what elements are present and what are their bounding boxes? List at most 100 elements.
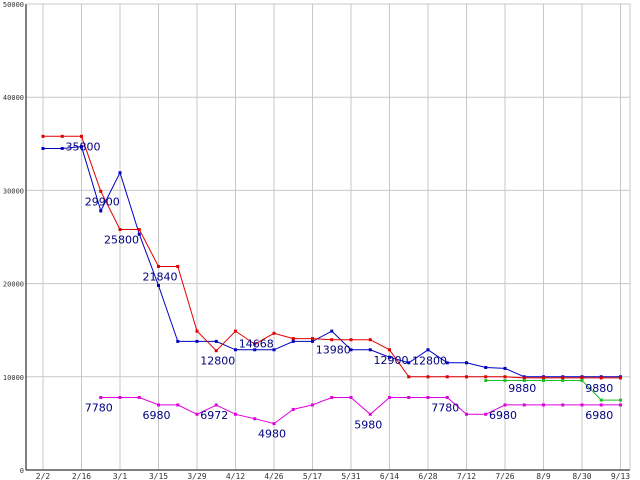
data-point: [60, 146, 64, 150]
series-2: [41, 134, 622, 380]
data-point: [99, 209, 103, 213]
data-point: [465, 361, 468, 365]
x-tick-label: 3/1: [113, 472, 128, 480]
data-label: 35800: [66, 140, 101, 153]
data-point: [253, 342, 257, 346]
data-point: [561, 403, 565, 407]
data-point: [234, 329, 237, 333]
data-point: [503, 375, 507, 379]
data-label: 25800: [104, 234, 139, 247]
data-label: 29900: [85, 195, 120, 208]
data-point: [388, 395, 391, 399]
data-label: 12800: [200, 355, 235, 368]
data-label: 12800: [412, 355, 447, 368]
x-tick-label: 2/16: [72, 472, 91, 480]
data-label: 7780: [85, 401, 113, 414]
data-point: [272, 331, 276, 335]
data-point: [311, 403, 314, 407]
data-label: 12900: [374, 354, 409, 367]
data-point: [195, 339, 199, 343]
data-point: [253, 348, 257, 352]
data-point: [580, 379, 584, 383]
data-point: [99, 395, 103, 399]
x-tick-label: 7/12: [457, 472, 476, 480]
data-label: 13980: [316, 344, 351, 357]
data-point: [580, 403, 584, 407]
x-tick-label: 3/15: [149, 472, 168, 480]
data-point: [522, 376, 526, 380]
data-labels: 35800 29900 25800 21840 12800 14668 13980 12900…: [66, 140, 614, 440]
data-point: [311, 339, 314, 343]
data-point: [368, 338, 372, 342]
data-label: 6980: [143, 409, 171, 422]
data-point: [234, 412, 237, 416]
x-tick-label: 4/26: [264, 472, 283, 480]
x-tick-label: 6/14: [380, 472, 399, 480]
data-point: [484, 375, 488, 379]
data-point: [272, 348, 276, 352]
data-point: [195, 329, 199, 333]
y-tick-label: 0: [20, 467, 24, 475]
data-point: [465, 412, 468, 416]
y-tick-label: 30000: [3, 187, 24, 195]
data-label: 6980: [585, 409, 613, 422]
data-point: [388, 355, 391, 359]
data-point: [330, 395, 334, 399]
data-point: [214, 339, 218, 343]
x-tick-label: 5/17: [303, 472, 322, 480]
series-4: [99, 395, 622, 426]
data-point: [253, 417, 257, 421]
data-point: [157, 283, 160, 287]
data-label: 9880: [585, 382, 613, 395]
y-tick-label: 50000: [3, 1, 24, 9]
data-label: 7780: [431, 401, 459, 414]
data-point: [542, 376, 545, 380]
y-tick-label: 10000: [3, 374, 24, 382]
series-line: [485, 380, 621, 401]
series-line: [100, 397, 621, 425]
data-point: [41, 146, 45, 150]
data-point: [465, 375, 468, 379]
x-tick-label: 2/2: [36, 472, 51, 480]
data-point: [522, 403, 526, 407]
data-point: [214, 349, 218, 353]
data-point: [580, 376, 584, 380]
data-point: [80, 134, 83, 138]
data-label: 14668: [239, 337, 274, 350]
series-3: [484, 379, 622, 402]
data-point: [99, 189, 103, 193]
data-point: [484, 412, 488, 416]
data-point: [484, 379, 488, 383]
data-point: [176, 264, 180, 268]
data-label: 9880: [508, 382, 536, 395]
data-point: [426, 348, 430, 352]
data-point: [60, 134, 64, 138]
y-tick-label: 20000: [3, 281, 24, 289]
data-label: 6972: [200, 409, 228, 422]
data-label: 6980: [489, 409, 517, 422]
data-point: [426, 375, 430, 379]
data-point: [503, 403, 507, 407]
x-tick-label: 7/26: [495, 472, 514, 480]
data-point: [368, 412, 372, 416]
data-point: [137, 228, 141, 232]
data-point: [291, 339, 295, 343]
data-point: [561, 379, 565, 383]
data-point: [561, 376, 565, 380]
data-point: [157, 264, 160, 268]
data-point: [349, 338, 353, 342]
data-point: [484, 365, 488, 369]
x-tick-label: 6/28: [418, 472, 437, 480]
data-point: [445, 395, 449, 399]
data-point: [176, 403, 180, 407]
data-point: [311, 337, 314, 341]
x-tick-label: 8/9: [536, 472, 551, 480]
x-axis-ticks: 2/2 2/16 3/1 3/15 3/29 4/12 4/26 5/17 5/31 6/14 6/…: [36, 472, 631, 480]
data-point: [542, 403, 545, 407]
data-point: [407, 361, 411, 365]
data-point: [599, 376, 603, 380]
data-point: [41, 134, 45, 138]
y-axis-ticks: 0 10000 20000 30000 40000 50000: [3, 1, 24, 475]
data-point: [388, 348, 391, 352]
